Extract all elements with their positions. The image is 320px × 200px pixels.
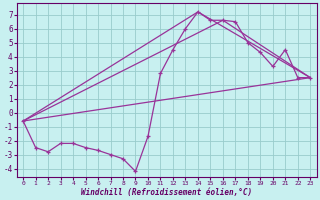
X-axis label: Windchill (Refroidissement éolien,°C): Windchill (Refroidissement éolien,°C): [81, 188, 252, 197]
